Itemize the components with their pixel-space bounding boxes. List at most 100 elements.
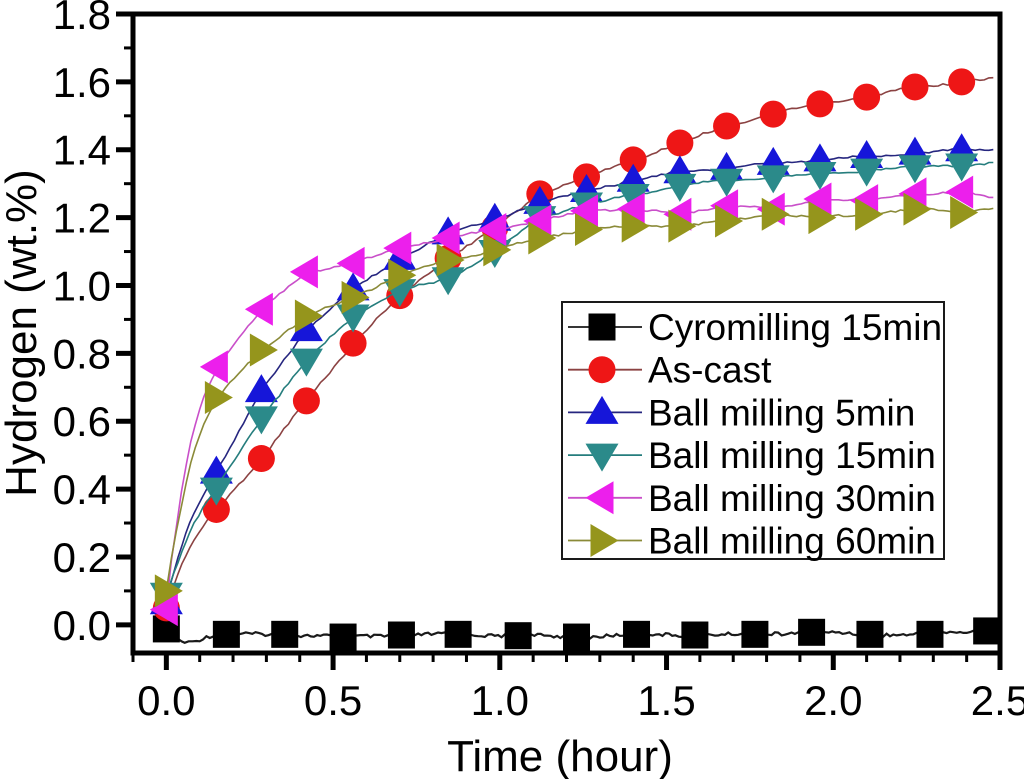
legend-item-cyromilling-15min: Cyromilling 15min xyxy=(568,307,942,348)
marker-triangle-right xyxy=(341,280,370,314)
marker-circle xyxy=(713,112,741,140)
marker-triangle-left xyxy=(523,204,552,238)
marker-triangle-up xyxy=(199,455,233,484)
marker-triangle-right xyxy=(483,233,512,267)
marker-circle xyxy=(901,73,929,101)
x-tick-label: 0.0 xyxy=(137,677,195,724)
plot-border xyxy=(130,11,1003,656)
marker-triangle-right xyxy=(388,258,417,292)
marker-triangle-up xyxy=(289,313,323,342)
legend-box xyxy=(561,301,945,560)
marker-circle xyxy=(853,83,881,111)
marker-triangle-right xyxy=(668,209,697,243)
marker-circle xyxy=(202,495,230,523)
legend-item-ball-milling-60min: Ball milling 60min xyxy=(568,521,936,562)
marker-triangle-down xyxy=(756,165,790,194)
marker-triangle-left xyxy=(149,593,178,627)
y-tick-label: 1.0 xyxy=(53,262,111,309)
legend-marker-triangle-right xyxy=(590,524,619,557)
series-line-ball-milling-15min xyxy=(165,161,994,595)
marker-circle xyxy=(759,100,787,128)
marker-triangle-right xyxy=(154,574,183,608)
marker-triangle-left xyxy=(616,192,645,226)
legend-marker-square xyxy=(588,313,616,341)
marker-triangle-right xyxy=(950,196,979,230)
marker-square xyxy=(798,618,826,646)
marker-square xyxy=(681,621,709,649)
marker-triangle-down xyxy=(945,153,979,182)
marker-triangle-right xyxy=(575,212,604,246)
legend-marker-triangle-up xyxy=(585,395,619,424)
marker-triangle-left xyxy=(199,350,228,384)
y-tick-label: 0.0 xyxy=(53,602,111,649)
marker-circle xyxy=(948,68,976,96)
marker-triangle-right xyxy=(294,299,323,333)
marker-square xyxy=(623,620,651,648)
marker-triangle-down xyxy=(244,406,278,435)
legend-label: Ball milling 30min xyxy=(648,478,936,519)
y-tick-label: 0.8 xyxy=(53,330,111,377)
marker-square xyxy=(741,620,769,648)
legend-marker-circle xyxy=(588,356,616,384)
marker-triangle-left xyxy=(383,231,412,265)
marker-circle xyxy=(292,387,320,415)
marker-triangle-right xyxy=(903,192,932,226)
legend-item-ball-milling-5min: Ball milling 5min xyxy=(568,392,915,433)
axes-layer xyxy=(116,11,1003,670)
legend-item-as-cast: As-cast xyxy=(568,350,772,391)
marker-square xyxy=(329,623,357,651)
marker-square xyxy=(387,621,415,649)
y-tick-label: 0.2 xyxy=(53,534,111,581)
marker-triangle-down xyxy=(289,348,323,377)
marker-triangle-left xyxy=(803,182,832,216)
series-layer xyxy=(149,68,1001,651)
y-tick-label: 1.4 xyxy=(53,127,111,174)
marker-triangle-down xyxy=(803,161,837,190)
legend-marker-triangle-down xyxy=(585,443,619,472)
marker-triangle-up xyxy=(244,374,278,403)
y-tick-label: 0.6 xyxy=(53,398,111,445)
marker-triangle-right xyxy=(528,221,557,255)
tick-labels: 0.0 0.5 1.0 1.5 2.0 2.5 0.0 0.2 0.4 0.6 0.8 1.0 1.2 1… xyxy=(53,0,1024,724)
y-axis-title: Hydrogen (wt.%) xyxy=(0,169,46,497)
legend-label: Cyromilling 15min xyxy=(648,307,942,348)
y-tick-label: 1.8 xyxy=(53,0,111,38)
marker-triangle-down xyxy=(616,184,650,213)
marker-square xyxy=(563,623,591,651)
marker-triangle-right xyxy=(715,204,744,238)
marker-circle xyxy=(806,90,834,118)
marker-triangle-left xyxy=(570,194,599,228)
x-axis-title: Time (hour) xyxy=(447,732,673,779)
y-tick-label: 1.6 xyxy=(53,59,111,106)
marker-triangle-right xyxy=(761,197,790,231)
x-tick-label: 2.5 xyxy=(971,677,1024,724)
marker-triangle-left xyxy=(431,221,460,255)
x-tick-label: 1.5 xyxy=(637,677,695,724)
marker-square xyxy=(271,620,299,648)
legend-label: Ball milling 15min xyxy=(648,435,936,476)
marker-triangle-right xyxy=(855,197,884,231)
marker-triangle-right xyxy=(436,243,465,277)
marker-square xyxy=(212,620,240,648)
legend-label: As-cast xyxy=(648,350,772,391)
x-tick-label: 1.0 xyxy=(471,677,529,724)
legend-label: Ball milling 60min xyxy=(648,521,936,562)
marker-triangle-down xyxy=(710,168,744,197)
marker-triangle-left xyxy=(478,212,507,246)
marker-square xyxy=(444,620,472,648)
marker-circle xyxy=(339,329,367,357)
series-ball-milling-30min xyxy=(149,175,994,627)
marker-triangle-down xyxy=(898,155,932,184)
marker-square xyxy=(856,620,884,648)
marker-triangle-left xyxy=(945,175,974,209)
marker-square xyxy=(973,617,1001,645)
marker-triangle-right xyxy=(808,201,837,235)
marker-circle xyxy=(666,129,694,157)
x-tick-label: 0.5 xyxy=(304,677,362,724)
marker-triangle-right xyxy=(621,209,650,243)
legend-item-ball-milling-15min: Ball milling 15min xyxy=(568,435,936,476)
legend-marker-triangle-left xyxy=(585,481,614,515)
series-ball-milling-60min xyxy=(154,192,994,608)
